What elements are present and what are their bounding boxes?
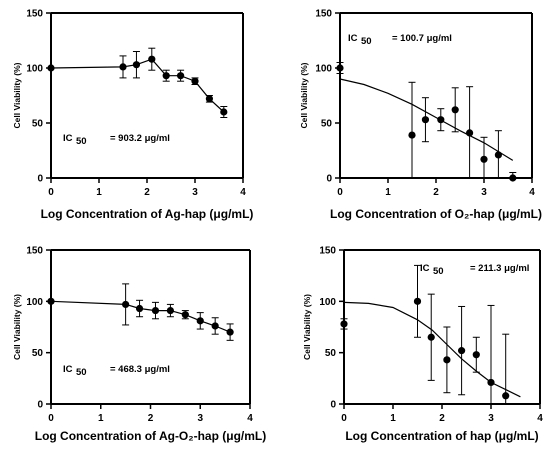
fit-curve xyxy=(339,78,514,161)
data-point xyxy=(427,333,435,341)
y-tick-label: 50 xyxy=(32,348,44,359)
x-tick-label: 1 xyxy=(96,187,102,198)
data-point xyxy=(47,64,55,72)
x-tick-label: 2 xyxy=(439,413,445,424)
ic50-label: IC xyxy=(63,364,73,375)
x-tick-label: 1 xyxy=(98,413,104,424)
data-point xyxy=(336,64,344,72)
data-point xyxy=(205,95,213,103)
x-tick-label: 0 xyxy=(48,187,54,198)
data-point xyxy=(162,72,170,80)
data-point xyxy=(135,304,144,313)
data-point xyxy=(480,155,488,163)
x-axis-label: Log Concentration of hap (μg/mL) xyxy=(345,429,538,443)
data-point xyxy=(148,55,156,63)
ic50-subscript: 50 xyxy=(76,136,87,147)
chart-panel-3: 0 50 100 150 0 1 2 3 4 Log Concentration of Ag-O₂… xyxy=(12,246,266,444)
y-tick-label: 0 xyxy=(37,400,43,411)
y-tick-label: 150 xyxy=(26,9,43,20)
data-point xyxy=(177,72,185,80)
data-point xyxy=(408,131,416,139)
x-tick-label: 0 xyxy=(341,413,347,424)
fit-curve xyxy=(343,301,521,398)
x-tick-label: 0 xyxy=(48,413,54,424)
ic50-label: IC xyxy=(420,263,430,274)
ic50-label: IC xyxy=(63,133,73,144)
x-tick-label: 2 xyxy=(144,187,150,198)
ic50-label: IC xyxy=(348,33,358,44)
y-tick-label: 150 xyxy=(315,9,332,20)
ic50-value: = 903.2 μg/ml xyxy=(110,133,170,144)
ic50-value: = 211.3 μg/ml xyxy=(470,263,529,274)
y-tick-label: 50 xyxy=(32,119,44,130)
data-point xyxy=(191,77,199,85)
y-tick-label: 150 xyxy=(26,246,43,257)
data-point xyxy=(211,322,219,330)
y-tick-label: 100 xyxy=(319,297,336,308)
chart-panel-1: 0 50 100 150 0 1 2 3 4 Log Concentration of Ag-ha… xyxy=(12,9,253,222)
x-axis-label: Log Concentration of Ag-O₂-hap (μg/mL) xyxy=(35,429,267,443)
data-point xyxy=(421,116,430,124)
y-axis-label: Cell Viability (%) xyxy=(299,62,309,128)
y-axis-label: Cell Viability (%) xyxy=(12,294,22,360)
x-tick-label: 3 xyxy=(197,413,203,424)
data-point xyxy=(494,151,502,159)
x-tick-label: 1 xyxy=(385,187,391,198)
ic50-subscript: 50 xyxy=(433,266,444,277)
y-tick-label: 0 xyxy=(326,174,332,185)
chart-panel-2: 0 50 100 150 0 1 2 3 4 Log Concentration of O₂-ha… xyxy=(299,9,542,222)
x-tick-label: 4 xyxy=(240,187,246,198)
x-tick-label: 4 xyxy=(537,413,543,424)
data-point xyxy=(502,392,510,400)
data-point xyxy=(196,317,204,325)
ic50-subscript: 50 xyxy=(361,36,372,47)
ic50-subscript: 50 xyxy=(76,367,87,378)
y-axis-label: Cell Viability (%) xyxy=(302,294,312,360)
x-tick-label: 0 xyxy=(337,187,343,198)
ic50-value: = 100.7 μg/ml xyxy=(392,33,452,44)
data-point xyxy=(487,378,495,387)
data-point xyxy=(413,297,422,305)
data-point xyxy=(122,300,130,309)
data-point xyxy=(472,351,480,359)
y-tick-label: 100 xyxy=(26,297,43,308)
data-point xyxy=(119,63,127,71)
x-tick-label: 2 xyxy=(148,413,154,424)
data-point xyxy=(458,347,466,355)
data-point xyxy=(340,320,348,328)
ic50-value: = 468.3 μg/ml xyxy=(110,364,170,375)
data-point xyxy=(132,61,141,69)
y-tick-label: 100 xyxy=(315,64,332,75)
x-tick-label: 4 xyxy=(247,413,253,424)
data-point xyxy=(220,108,228,116)
data-point xyxy=(47,297,55,305)
data-point xyxy=(509,174,517,182)
data-point xyxy=(443,356,451,364)
chart-panel-4: 0 50 100 150 0 1 2 3 4 Log Concentration of hap (… xyxy=(302,246,543,444)
x-tick-label: 3 xyxy=(481,187,487,198)
data-point xyxy=(166,306,174,315)
x-tick-label: 2 xyxy=(433,187,439,198)
y-tick-label: 0 xyxy=(37,174,43,185)
x-tick-label: 3 xyxy=(192,187,198,198)
data-point xyxy=(226,328,234,336)
x-axis-label: Log Concentration of O₂-hap (μg/mL) xyxy=(330,207,542,221)
y-tick-label: 50 xyxy=(321,119,333,130)
x-axis-label: Log Concentration of Ag-hap (μg/mL) xyxy=(41,207,254,221)
x-tick-label: 3 xyxy=(488,413,494,424)
y-tick-label: 50 xyxy=(325,348,337,359)
x-tick-label: 1 xyxy=(390,413,396,424)
data-point xyxy=(151,306,160,315)
y-tick-label: 150 xyxy=(319,246,336,257)
x-tick-label: 4 xyxy=(529,187,535,198)
y-tick-label: 0 xyxy=(330,400,336,411)
data-point xyxy=(437,116,445,124)
data-point xyxy=(181,311,189,319)
data-point xyxy=(451,106,459,114)
y-axis-label: Cell Viability (%) xyxy=(12,62,22,128)
data-point xyxy=(466,129,474,137)
y-tick-label: 100 xyxy=(26,64,43,75)
